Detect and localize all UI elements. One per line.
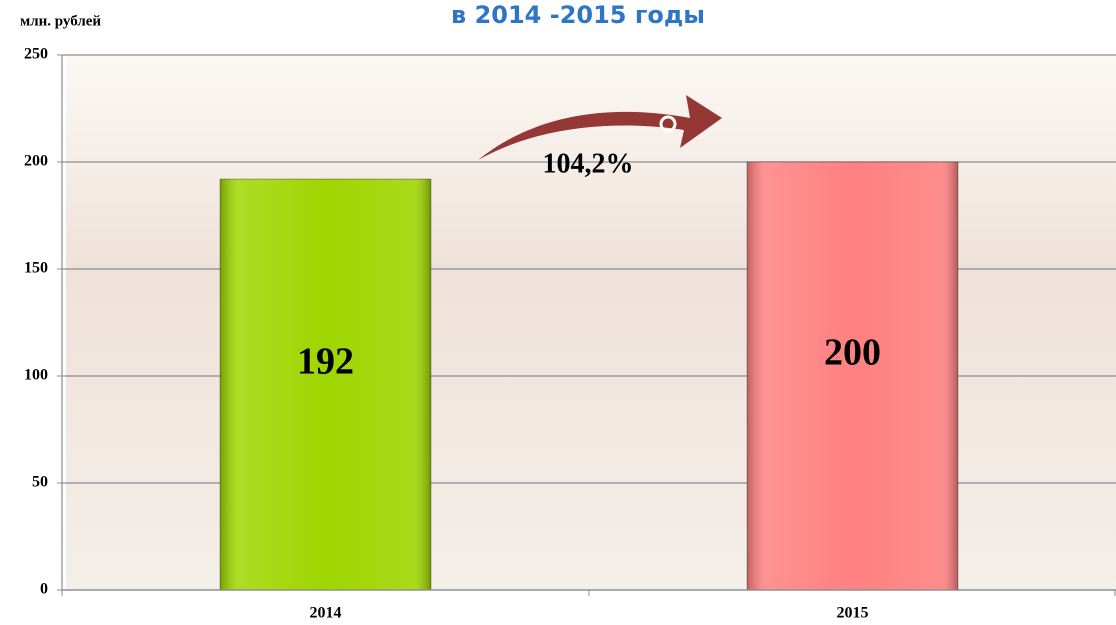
y-tick-label: 150 [24, 260, 48, 277]
bar-shine [747, 162, 958, 590]
chart-title: в 2014 -2015 годы [451, 1, 705, 29]
bar-shine [220, 179, 431, 590]
x-tick-label: 2014 [310, 605, 342, 622]
y-tick-label: 200 [24, 153, 48, 170]
plot: 0 50 100 150 200 250 2014 192 2015 200 [24, 46, 1116, 622]
x-tick-label: 2015 [837, 605, 869, 622]
y-tick-label: 0 [40, 581, 48, 598]
growth-annotation: 104,2% [543, 148, 634, 179]
y-tick-label: 50 [32, 474, 48, 491]
value-label: 200 [824, 332, 881, 374]
y-tick-label: 100 [24, 367, 48, 384]
arrow-dot [659, 115, 677, 133]
y-axis-label: млн. рублей [20, 13, 101, 29]
y-tick-label: 250 [24, 46, 48, 63]
value-label: 192 [297, 340, 354, 382]
